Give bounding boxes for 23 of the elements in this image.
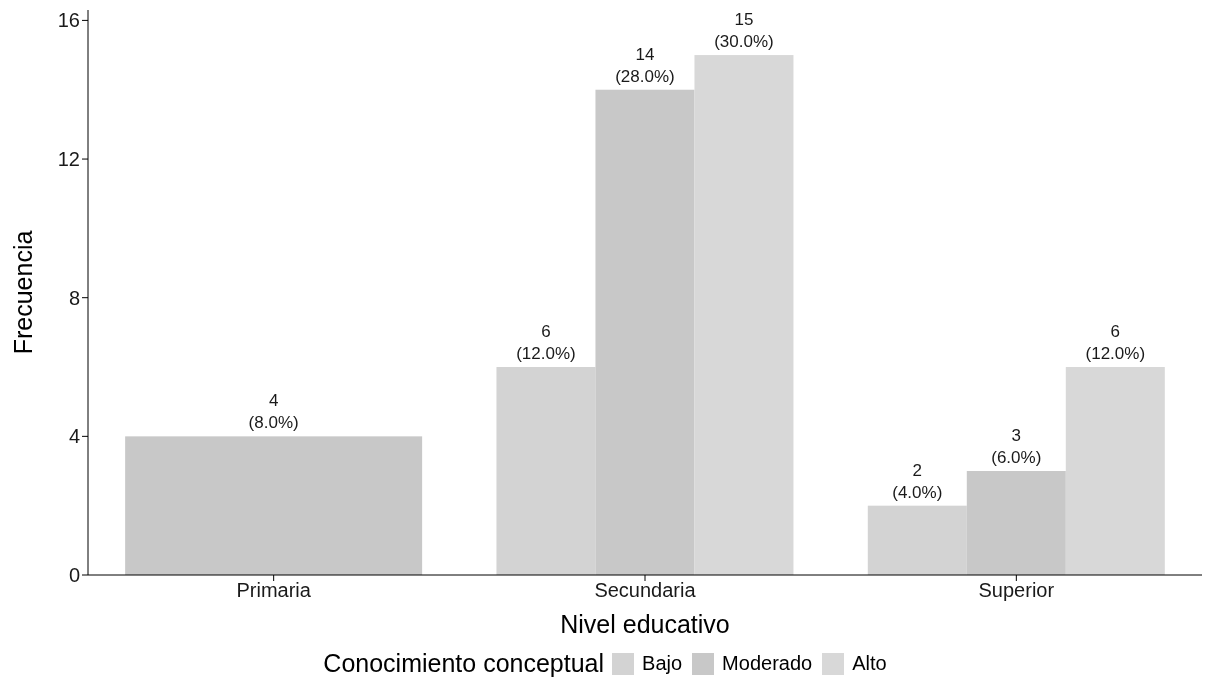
bar [694,55,794,575]
y-tick-label: 16 [57,9,80,32]
data-label: 3 (6.0%) [991,426,1042,468]
x-tick-label: Secundaria [594,579,697,602]
y-tick-label: 4 [68,425,80,448]
data-label: 15 (30.0%) [714,10,774,52]
legend-label: Bajo [642,652,683,675]
legend-label: Alto [852,652,887,675]
data-label: 14 (28.0%) [615,44,675,86]
y-axis-title: Frecuencia [8,230,37,355]
y-tick-label: 0 [68,564,80,587]
bar [1065,367,1165,575]
x-tick-label: Superior [978,579,1055,602]
x-axis-title: Nivel educativo [560,610,730,638]
data-label: 6 (12.0%) [1085,322,1146,364]
data-label: 6 (12.0%) [516,322,576,364]
data-label: 4 (8.0%) [248,391,299,433]
legend-title: Conocimiento conceptual [323,649,605,678]
x-tick-label: Primaria [236,579,312,602]
data-label: 2 (4.0%) [892,460,943,502]
y-tick-label: 8 [68,286,80,309]
y-tick-label: 12 [57,148,80,171]
legend-label: Moderado [722,652,813,675]
